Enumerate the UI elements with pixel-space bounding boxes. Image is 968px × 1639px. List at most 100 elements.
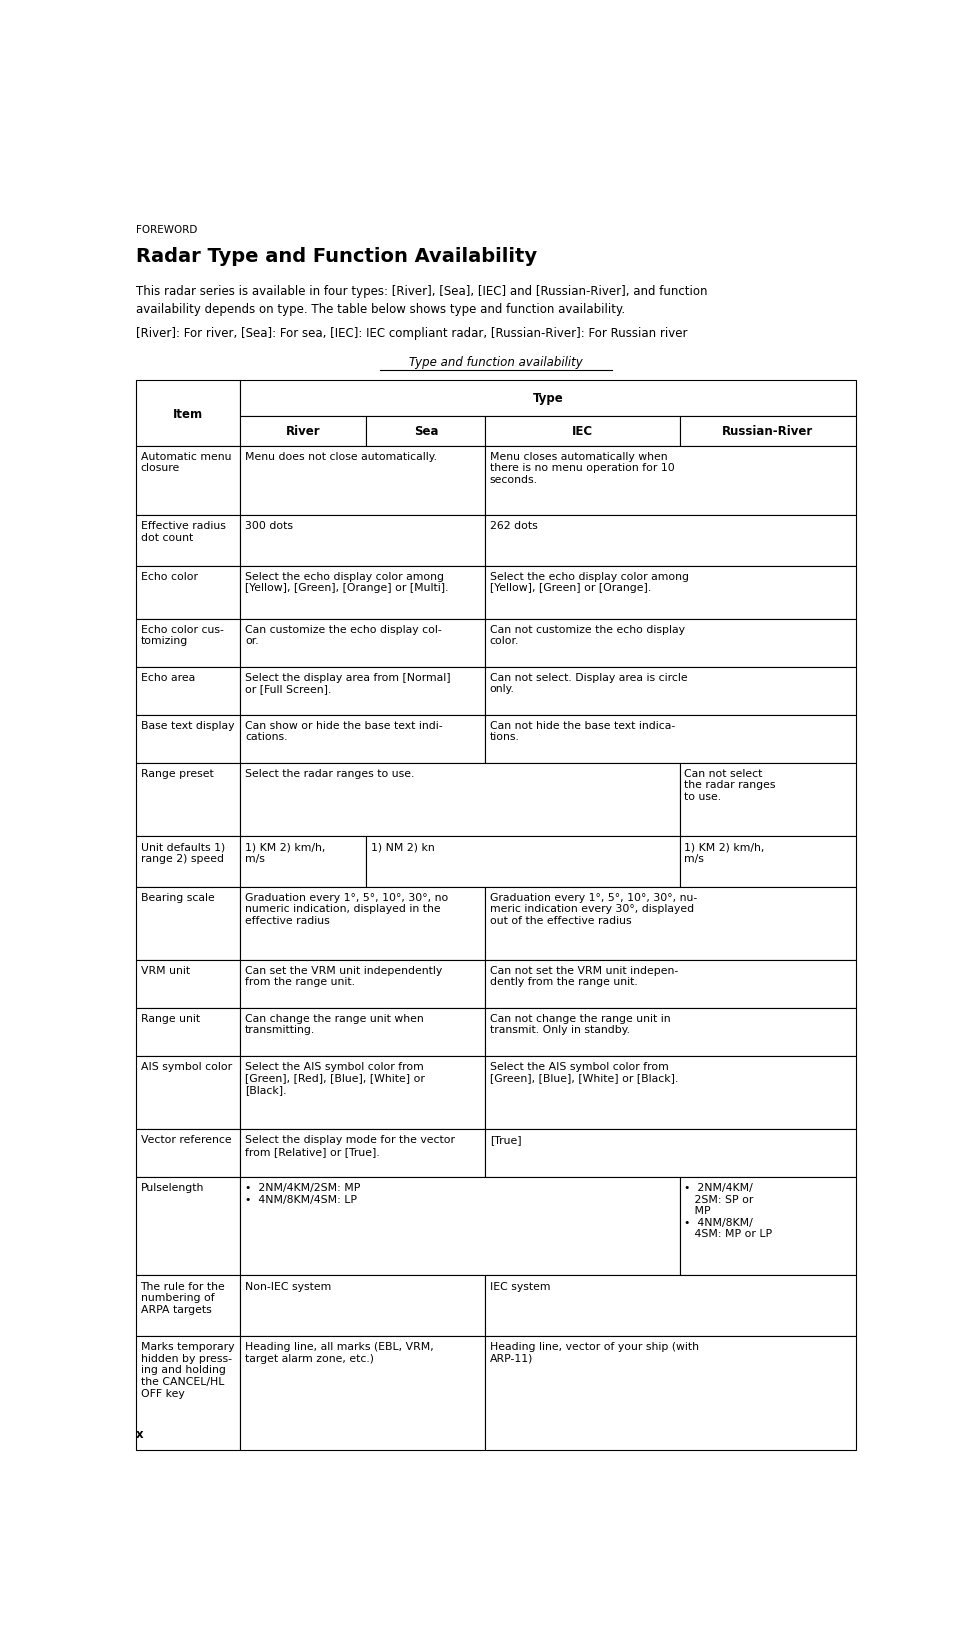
Bar (240, 1008, 485, 1056)
Text: Menu closes automatically when
there is no menu operation for 10
seconds.: Menu closes automatically when there is … (490, 452, 675, 485)
Text: FOREWORD: FOREWORD (136, 225, 197, 234)
Bar (485, 620, 856, 667)
Text: Can set the VRM unit independently
from the range unit.: Can set the VRM unit independently from … (245, 965, 442, 987)
Bar (240, 1129, 485, 1177)
Bar (136, 567, 240, 620)
Bar (485, 567, 856, 620)
Text: 1) NM 2) kn: 1) NM 2) kn (371, 841, 435, 852)
Bar (240, 1275, 485, 1336)
Bar (136, 1275, 240, 1336)
Text: Range unit: Range unit (140, 1013, 199, 1023)
Bar (136, 1129, 240, 1177)
Bar (240, 836, 367, 887)
Text: Sea: Sea (413, 425, 439, 438)
Text: Can customize the echo display col-
or.: Can customize the echo display col- or. (245, 624, 441, 646)
Bar (485, 446, 856, 516)
Bar (240, 764, 680, 836)
Text: Can not customize the echo display
color.: Can not customize the echo display color… (490, 624, 684, 646)
Text: Graduation every 1°, 5°, 10°, 30°, nu-
meric indication every 30°, displayed
out: Graduation every 1°, 5°, 10°, 30°, nu- m… (490, 892, 697, 926)
Bar (136, 667, 240, 715)
Text: 300 dots: 300 dots (245, 521, 293, 531)
Bar (485, 1129, 856, 1177)
Text: Range preset: Range preset (140, 769, 213, 779)
Text: VRM unit: VRM unit (140, 965, 190, 975)
Bar (136, 1008, 240, 1056)
Text: •  2NM/4KM/
   2SM: SP or
   MP
•  4NM/8KM/
   4SM: MP or LP: • 2NM/4KM/ 2SM: SP or MP • 4NM/8KM/ 4SM:… (684, 1182, 772, 1239)
Bar (136, 960, 240, 1008)
Text: Non-IEC system: Non-IEC system (245, 1280, 331, 1292)
Text: Select the echo display color among
[Yellow], [Green] or [Orange].: Select the echo display color among [Yel… (490, 572, 689, 593)
Bar (136, 446, 240, 516)
Bar (485, 715, 856, 764)
Text: Graduation every 1°, 5°, 10°, 30°, no
numeric indication, displayed in the
effec: Graduation every 1°, 5°, 10°, 30°, no nu… (245, 892, 448, 926)
Bar (485, 887, 856, 960)
Bar (136, 1336, 240, 1451)
Text: Effective radius
dot count: Effective radius dot count (140, 521, 226, 543)
Bar (240, 960, 485, 1008)
Bar (680, 1177, 857, 1275)
Text: Can not set the VRM unit indepen-
dently from the range unit.: Can not set the VRM unit indepen- dently… (490, 965, 678, 987)
Text: Bearing scale: Bearing scale (140, 892, 214, 901)
Text: Base text display: Base text display (140, 721, 234, 731)
Bar (240, 380, 856, 416)
Bar (240, 620, 485, 667)
Text: Type: Type (533, 392, 563, 405)
Bar (240, 516, 485, 567)
Text: This radar series is available in four types: [River], [Sea], [IEC] and [Russian: This radar series is available in four t… (136, 285, 708, 316)
Text: Radar Type and Function Availability: Radar Type and Function Availability (136, 247, 537, 266)
Text: Pulselength: Pulselength (140, 1182, 204, 1192)
Bar (485, 416, 680, 446)
Text: Vector reference: Vector reference (140, 1134, 231, 1144)
Bar (680, 836, 857, 887)
Text: The rule for the
numbering of
ARPA targets: The rule for the numbering of ARPA targe… (140, 1280, 226, 1314)
Bar (240, 667, 485, 715)
Bar (240, 1336, 485, 1451)
Bar (240, 1177, 680, 1275)
Bar (680, 416, 857, 446)
Bar (240, 1056, 485, 1129)
Text: Select the display mode for the vector
from [Relative] or [True].: Select the display mode for the vector f… (245, 1134, 455, 1155)
Text: Select the radar ranges to use.: Select the radar ranges to use. (245, 769, 414, 779)
Text: Russian-River: Russian-River (722, 425, 813, 438)
Text: Can not change the range unit in
transmit. Only in standby.: Can not change the range unit in transmi… (490, 1013, 671, 1034)
Text: Select the AIS symbol color from
[Green], [Red], [Blue], [White] or
[Black].: Select the AIS symbol color from [Green]… (245, 1060, 425, 1095)
Bar (136, 715, 240, 764)
Bar (367, 416, 485, 446)
Text: Automatic menu
closure: Automatic menu closure (140, 452, 231, 474)
Text: IEC: IEC (572, 425, 593, 438)
Text: Can change the range unit when
transmitting.: Can change the range unit when transmitt… (245, 1013, 424, 1034)
Bar (367, 836, 680, 887)
Text: Menu does not close automatically.: Menu does not close automatically. (245, 452, 437, 462)
Text: Item: Item (173, 406, 203, 420)
Text: Echo area: Echo area (140, 672, 195, 682)
Bar (485, 1008, 856, 1056)
Bar (136, 887, 240, 960)
Bar (136, 1177, 240, 1275)
Text: Can show or hide the base text indi-
cations.: Can show or hide the base text indi- cat… (245, 721, 442, 742)
Bar (485, 960, 856, 1008)
Text: x: x (136, 1428, 143, 1439)
Bar (136, 380, 240, 446)
Text: Type and function availability: Type and function availability (409, 356, 583, 369)
Text: Select the display area from [Normal]
or [Full Screen].: Select the display area from [Normal] or… (245, 672, 450, 693)
Bar (485, 516, 856, 567)
Bar (240, 715, 485, 764)
Bar (485, 1056, 856, 1129)
Text: 1) KM 2) km/h,
m/s: 1) KM 2) km/h, m/s (684, 841, 765, 864)
Bar (240, 446, 485, 516)
Text: Heading line, all marks (EBL, VRM,
target alarm zone, etc.): Heading line, all marks (EBL, VRM, targe… (245, 1341, 434, 1364)
Bar (485, 1275, 856, 1336)
Bar (680, 764, 857, 836)
Text: Can not hide the base text indica-
tions.: Can not hide the base text indica- tions… (490, 721, 675, 742)
Text: Echo color: Echo color (140, 572, 197, 582)
Text: Marks temporary
hidden by press-
ing and holding
the CANCEL/HL
OFF key: Marks temporary hidden by press- ing and… (140, 1341, 234, 1398)
Text: AIS symbol color: AIS symbol color (140, 1060, 231, 1072)
Bar (240, 567, 485, 620)
Bar (136, 836, 240, 887)
Text: IEC system: IEC system (490, 1280, 550, 1292)
Bar (240, 416, 367, 446)
Bar (485, 667, 856, 715)
Bar (485, 1336, 856, 1451)
Text: 1) KM 2) km/h,
m/s: 1) KM 2) km/h, m/s (245, 841, 325, 864)
Text: Can not select
the radar ranges
to use.: Can not select the radar ranges to use. (684, 769, 775, 801)
